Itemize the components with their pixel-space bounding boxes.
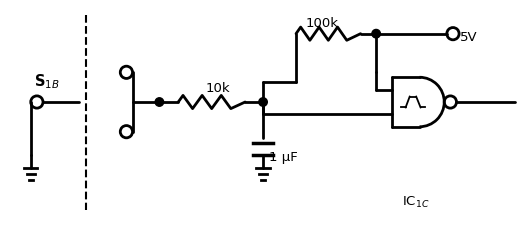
Text: 5V: 5V [460, 31, 478, 44]
Text: 10k: 10k [205, 82, 230, 96]
Text: S$_{1B}$: S$_{1B}$ [34, 73, 60, 91]
Text: 100k: 100k [306, 17, 338, 30]
Text: IC$_{1C}$: IC$_{1C}$ [402, 195, 429, 210]
Circle shape [372, 29, 380, 38]
Circle shape [259, 98, 267, 106]
Text: 1 µF: 1 µF [269, 151, 297, 164]
Circle shape [155, 98, 164, 106]
